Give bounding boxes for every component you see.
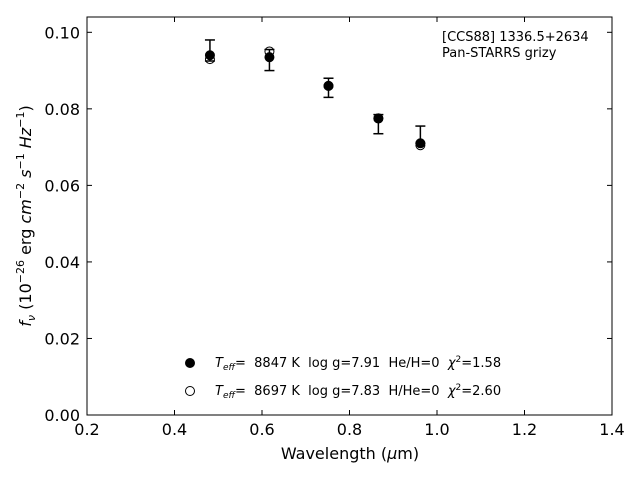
- y-tick-label: 0.00: [44, 406, 80, 425]
- model-point-filled: [264, 52, 275, 63]
- x-axis-label: Wavelength (μm): [281, 444, 419, 463]
- y-axis-label: fν (10−26 erg cm−2 s−1 Hz−1): [14, 105, 38, 326]
- x-tick-label: 0.6: [249, 420, 274, 439]
- legend-entry-1: Teff= 8847 K log g=7.91 He/H=0 χ2=1.58: [215, 355, 501, 373]
- x-tick-label: 1.2: [512, 420, 537, 439]
- annotation-object-name: [CCS88] 1336.5+2634: [442, 30, 589, 45]
- annotation-photometry: Pan-STARRS grizy: [442, 46, 557, 61]
- x-tick-label: 0.2: [74, 420, 99, 439]
- y-tick-label: 0.06: [44, 176, 80, 195]
- legend-entry-2: Teff= 8697 K log g=7.83 H/He=0 χ2=2.60: [215, 383, 501, 401]
- x-tick-label: 0.8: [337, 420, 362, 439]
- x-tick-label: 0.4: [162, 420, 187, 439]
- y-tick-label: 0.04: [44, 253, 80, 272]
- y-tick-label: 0.10: [44, 23, 80, 42]
- legend: Teff= 8847 K log g=7.91 He/H=0 χ2=1.58 T…: [185, 355, 501, 401]
- x-tick-label: 1.0: [424, 420, 449, 439]
- y-tick-label: 0.08: [44, 100, 80, 119]
- y-axis: 0.00 0.02 0.04 0.06 0.08 0.10: [44, 23, 612, 425]
- model-point-filled: [415, 138, 426, 149]
- x-tick-label: 1.4: [599, 420, 624, 439]
- legend-marker-filled: [185, 358, 195, 368]
- y-tick-label: 0.02: [44, 329, 80, 348]
- data-markers: [204, 46, 426, 151]
- model-point-filled: [204, 50, 215, 61]
- plot-area: [86, 16, 613, 416]
- legend-marker-open: [185, 386, 195, 396]
- x-axis: 0.2 0.4 0.6 0.8 1.0 1.2 1.4: [74, 17, 625, 439]
- model-point-filled: [373, 113, 384, 124]
- model-point-filled: [323, 80, 334, 91]
